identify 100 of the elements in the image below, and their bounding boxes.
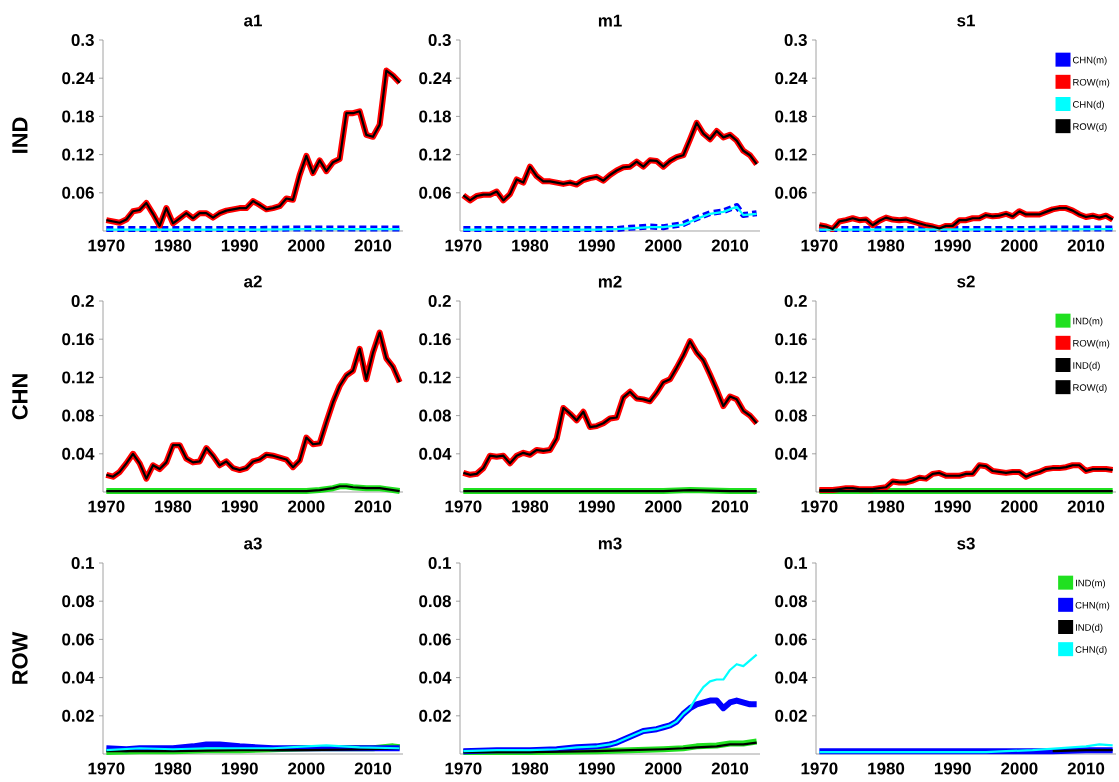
x-tick-label: 1990: [578, 762, 615, 775]
x-tick-label: 1980: [155, 762, 192, 775]
y-tick-label: 0.06: [419, 186, 451, 199]
x-tick-label: 2010: [1067, 239, 1105, 252]
chart-title: m3: [598, 537, 622, 550]
x-tick-label: 1990: [221, 239, 258, 252]
chart-title: a1: [244, 14, 262, 27]
x-tick-label: 1980: [512, 500, 549, 513]
x-tick-label: 2010: [354, 500, 392, 513]
legend-label: CHN(d): [1075, 645, 1107, 655]
x-tick-label: 1990: [578, 239, 615, 252]
x-tick-label: 1990: [934, 500, 971, 513]
x-tick-label: 2010: [354, 762, 392, 775]
y-axis-title: CHN: [12, 374, 28, 420]
x-tick-label: 2000: [1001, 500, 1038, 513]
y-tick-label: 0.04: [775, 671, 808, 684]
x-tick-label: 1970: [445, 500, 482, 513]
y-tick-label: 0.12: [775, 148, 807, 161]
chart-title: m2: [598, 275, 622, 288]
y-tick-label: 0.12: [62, 148, 94, 161]
x-tick-label: 2010: [711, 500, 749, 513]
chart-title: s2: [957, 275, 975, 288]
legend-label: ROW(d): [1073, 122, 1107, 132]
y-tick-label: 0.24: [775, 72, 808, 85]
x-tick-label: 1970: [88, 239, 125, 252]
y-tick-label: 0.12: [775, 371, 807, 384]
x-tick-label: 1980: [512, 762, 549, 775]
x-tick-label: 2010: [1067, 762, 1105, 775]
x-tick-label: 1990: [934, 762, 971, 775]
y-tick-label: 0.3: [784, 33, 807, 46]
legend-label: ROW(d): [1073, 383, 1107, 393]
y-tick-label: 0.18: [62, 110, 94, 123]
y-tick-label: 0.06: [419, 633, 451, 646]
legend-label: CHN(m): [1075, 601, 1110, 611]
y-axis-title: IND: [12, 117, 28, 153]
y-tick-label: 0.02: [419, 709, 451, 722]
y-tick-label: 0.16: [419, 333, 451, 346]
x-tick-label: 1970: [445, 762, 482, 775]
y-tick-label: 0.1: [71, 557, 95, 569]
x-tick-label: 2010: [1067, 500, 1105, 513]
x-tick-label: 1970: [88, 500, 125, 513]
x-tick-label: 1990: [221, 762, 258, 775]
chart-title: s1: [957, 14, 975, 27]
y-tick-label: 0.08: [62, 409, 94, 422]
legend-label: ROW(m): [1073, 78, 1110, 88]
chart-title: a2: [244, 275, 262, 288]
x-tick-label: 2000: [288, 239, 325, 252]
y-tick-label: 0.06: [62, 186, 94, 199]
y-tick-label: 0.18: [419, 110, 451, 123]
x-tick-label: 1970: [801, 500, 838, 513]
y-tick-label: 0.2: [428, 295, 451, 307]
x-tick-label: 1980: [155, 500, 192, 513]
legend-label: IND(m): [1076, 579, 1106, 589]
x-tick-label: 1990: [221, 500, 258, 513]
y-tick-label: 0.12: [62, 371, 94, 384]
legend-label: CHN(d): [1072, 100, 1104, 110]
x-tick-label: 2000: [288, 762, 325, 775]
x-tick-label: 2000: [645, 239, 682, 252]
x-tick-label: 1970: [445, 239, 482, 252]
y-tick-label: 0.08: [62, 595, 94, 608]
x-tick-label: 1990: [578, 500, 615, 513]
x-tick-label: 1980: [868, 762, 905, 775]
legend-label: IND(d): [1076, 623, 1103, 633]
x-tick-label: 2010: [354, 239, 392, 252]
y-tick-label: 0.24: [62, 72, 95, 85]
x-tick-label: 1970: [801, 762, 838, 775]
x-tick-label: 1990: [934, 239, 971, 252]
y-tick-label: 0.08: [419, 595, 451, 608]
y-tick-label: 0.02: [62, 709, 94, 722]
y-tick-label: 0.3: [71, 33, 94, 46]
x-tick-label: 2010: [711, 239, 749, 252]
y-tick-label: 0.1: [784, 557, 808, 569]
x-tick-label: 1980: [868, 239, 905, 252]
y-axis-title: ROW: [12, 631, 28, 684]
x-tick-label: 2000: [1001, 762, 1038, 775]
x-tick-label: 1970: [88, 762, 125, 775]
y-tick-label: 0.04: [62, 671, 95, 684]
legend-label: CHN(m): [1072, 56, 1107, 66]
y-tick-label: 0.06: [775, 633, 807, 646]
legend-label: ROW(m): [1073, 339, 1110, 349]
x-tick-label: 2000: [645, 762, 682, 775]
y-tick-label: 0.24: [419, 72, 452, 85]
y-tick-label: 0.1: [428, 557, 452, 569]
y-tick-label: 0.3: [428, 33, 451, 46]
y-tick-label: 0.04: [419, 671, 452, 684]
y-tick-label: 0.16: [62, 333, 94, 346]
y-tick-label: 0.06: [775, 186, 807, 199]
x-tick-label: 1980: [868, 500, 905, 513]
x-tick-label: 2000: [645, 500, 682, 513]
y-tick-label: 0.04: [419, 447, 452, 460]
y-tick-label: 0.16: [775, 333, 807, 346]
y-tick-label: 0.12: [419, 371, 451, 384]
y-tick-label: 0.06: [62, 633, 94, 646]
y-tick-label: 0.08: [775, 595, 807, 608]
y-tick-label: 0.04: [62, 447, 95, 460]
x-tick-label: 2010: [711, 762, 749, 775]
chart-title: a3: [244, 537, 262, 550]
chart-title: s3: [957, 537, 975, 550]
y-tick-label: 0.12: [419, 148, 451, 161]
x-tick-label: 2000: [288, 500, 325, 513]
